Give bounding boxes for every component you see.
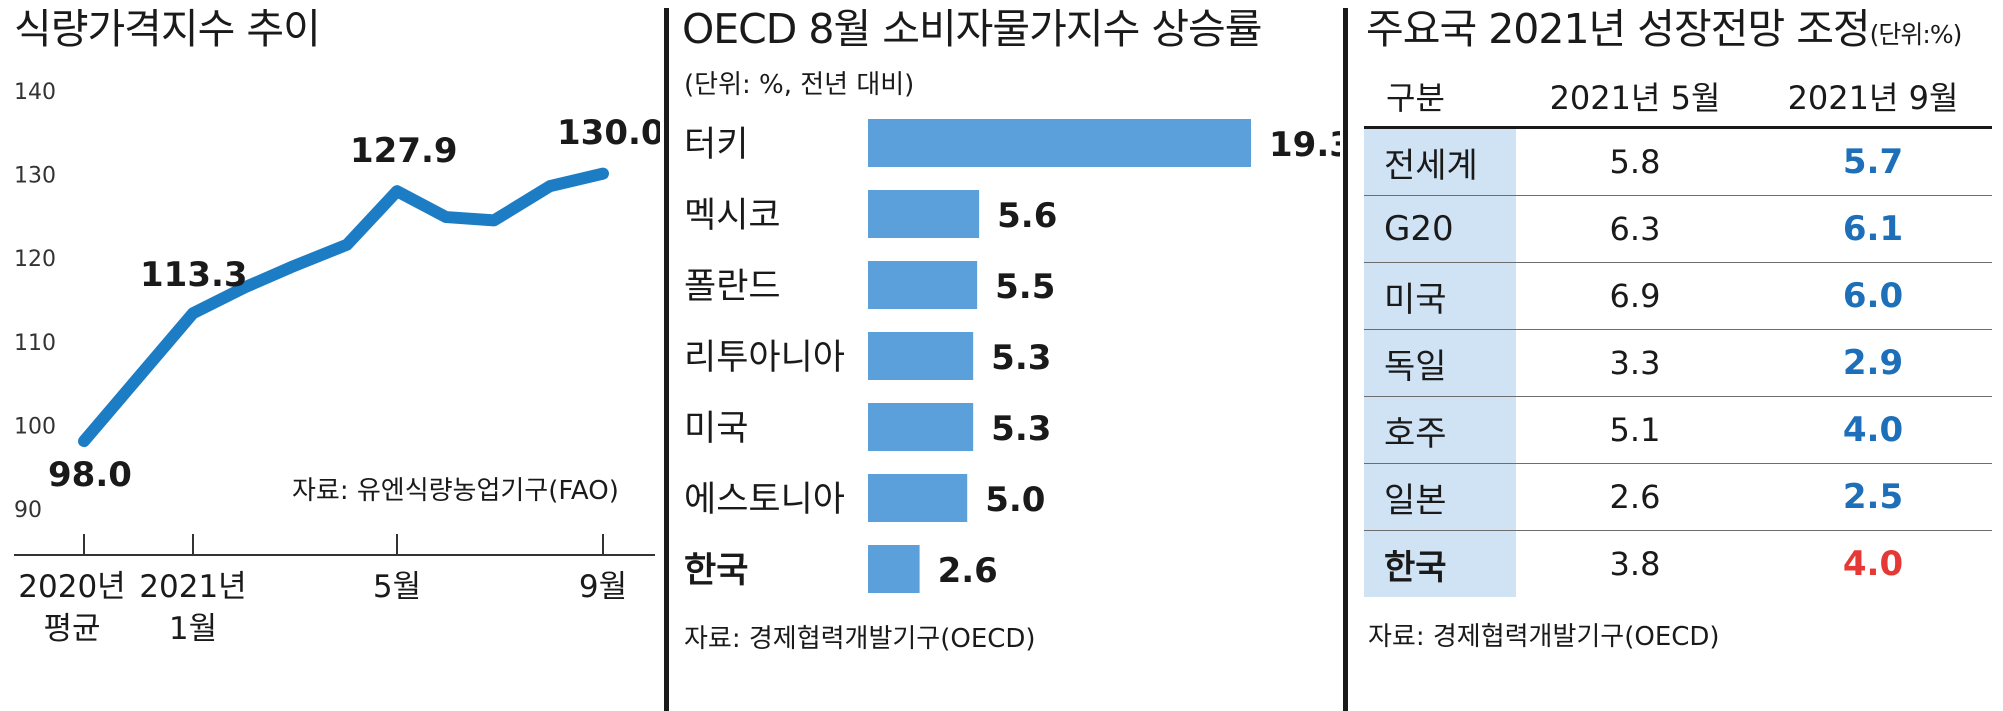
- sep-value: 4.0: [1754, 396, 1992, 464]
- sep-value: 2.9: [1754, 329, 1992, 397]
- row-label: 전세계: [1364, 127, 1516, 196]
- food-price-source: 자료: 유엔식량농업기구(FAO): [292, 476, 619, 506]
- cpi-unit: (단위: %, 전년 대비): [684, 70, 915, 100]
- may-value: 6.9: [1516, 262, 1754, 330]
- bar-value-label: 5.6: [997, 196, 1057, 236]
- sep-value: 6.0: [1754, 262, 1992, 330]
- bar-value-label: 19.3: [1269, 125, 1340, 165]
- bar: [868, 119, 1251, 167]
- bar: [868, 545, 920, 593]
- sep-value: 2.5: [1754, 463, 1992, 531]
- sep-value: 6.1: [1754, 195, 1992, 263]
- header-sep: 2021년 9월: [1787, 79, 1959, 117]
- table-row: 독일 3.3 2.9: [1364, 329, 1992, 397]
- cpi-source: 자료: 경제협력개발기구(OECD): [684, 624, 1036, 654]
- table-row: 일본 2.6 2.5: [1364, 463, 1992, 531]
- food-price-title: 식량가격지수 추이: [14, 5, 321, 53]
- food-price-panel: 식량가격지수 추이 90 100 110 120 130 140 98.0 113.3 127.…: [0, 0, 660, 711]
- may-value: 2.6: [1516, 463, 1754, 531]
- y-tick-label: 140: [14, 80, 56, 105]
- cpi-bar-chart: 터키 19.3 멕시코 5.6 폴란드 5.5 리투아니아 5.3 미국 5.3 에스토니아 5.0 한…: [684, 119, 1340, 593]
- row-label: 일본: [1364, 463, 1516, 531]
- row-label: 호주: [1364, 396, 1516, 464]
- row-label: 미국: [1364, 262, 1516, 330]
- data-point: [600, 170, 606, 177]
- row-label: 독일: [1364, 329, 1516, 397]
- data-point: [81, 438, 87, 445]
- x-tick-label: 9월: [579, 569, 627, 605]
- data-label: 127.9: [350, 131, 458, 171]
- growth-title-unit: (단위:%): [1869, 20, 1963, 49]
- data-label: 98.0: [48, 455, 132, 495]
- data-point: [242, 284, 248, 291]
- may-value: 6.3: [1516, 195, 1754, 263]
- bar-category-label: 리투아니아: [684, 338, 845, 378]
- data-point: [443, 214, 449, 221]
- x-tick-label: 5월: [373, 569, 421, 605]
- bar-category-label: 터키: [684, 125, 748, 165]
- may-value: 3.8: [1609, 545, 1661, 583]
- food-price-series-line: [78, 167, 609, 448]
- growth-table: 구분 2021년 5월 2021년 9월 전세계 5.8 5.7 G20 6.3 6.1 미…: [1364, 66, 1992, 597]
- growth-panel: 주요국 2021년 성장전망 조정(단위:%) 구분 2021년 5월 2021…: [1352, 0, 2003, 711]
- data-label: 113.3: [140, 255, 248, 295]
- bar: [868, 474, 968, 522]
- data-point: [547, 183, 553, 190]
- growth-title: 주요국 2021년 성장전망 조정(단위:%): [1366, 4, 1963, 60]
- bar-category-label: 폴란드: [684, 267, 781, 307]
- y-tick-label: 100: [14, 414, 56, 439]
- growth-table-header: 구분 2021년 5월 2021년 9월: [1364, 66, 1992, 128]
- table-row: 한국 3.8 4.0: [1364, 530, 1992, 597]
- row-label: G20: [1364, 195, 1516, 263]
- panel-divider-1: [664, 8, 669, 711]
- x-tick-label: 2020년: [18, 569, 125, 605]
- x-tick-label: 2021년: [139, 569, 246, 605]
- cpi-title: OECD 8월 소비자물가지수 상승률: [682, 5, 1262, 53]
- data-point: [394, 188, 400, 195]
- data-label: 130.0: [557, 113, 660, 153]
- bar-value-label: 2.6: [938, 551, 998, 591]
- data-point: [491, 217, 497, 224]
- food-price-line-chart: 90 100 110 120 130 140 98.0 113.3 127.9 130.0 2020…: [14, 80, 660, 647]
- y-tick-label: 90: [14, 498, 42, 523]
- bar: [868, 332, 974, 380]
- may-value: 5.8: [1516, 127, 1754, 196]
- bar-category-label: 멕시코: [684, 196, 781, 236]
- bar-category-label: 에스토니아: [684, 480, 845, 520]
- bar-value-label: 5.3: [991, 409, 1051, 449]
- row-label: 한국: [1364, 530, 1516, 597]
- data-point: [288, 264, 294, 271]
- growth-source: 자료: 경제협력개발기구(OECD): [1368, 622, 1720, 652]
- x-tick-label: 1월: [169, 611, 217, 647]
- y-tick-label: 110: [14, 331, 56, 356]
- bar-value-label: 5.3: [991, 338, 1051, 378]
- y-tick-label: 120: [14, 247, 56, 272]
- y-tick-label: 130: [14, 164, 56, 189]
- sep-value: 5.7: [1754, 127, 1992, 196]
- bar-category-label: 한국: [684, 551, 748, 591]
- table-row: G20 6.3 6.1: [1364, 195, 1992, 263]
- bar-value-label: 5.5: [995, 267, 1055, 307]
- header-label: 구분: [1386, 79, 1445, 117]
- panel-divider-2: [1343, 8, 1348, 711]
- x-tick-label: 평균: [43, 611, 100, 647]
- table-row: 전세계 5.8 5.7: [1364, 127, 1992, 196]
- cpi-panel: OECD 8월 소비자물가지수 상승률 (단위: %, 전년 대비) 터키 19.…: [668, 0, 1340, 711]
- may-value: 3.3: [1516, 329, 1754, 397]
- header-may: 2021년 5월: [1549, 79, 1721, 117]
- bar: [868, 403, 974, 451]
- table-row: 호주 5.1 4.0: [1364, 396, 1992, 464]
- data-point: [344, 241, 350, 248]
- bar: [868, 261, 978, 309]
- sep-value: 4.0: [1842, 544, 1904, 584]
- may-value: 5.1: [1516, 396, 1754, 464]
- bar-value-label: 5.0: [985, 480, 1045, 520]
- bar: [868, 190, 980, 238]
- table-row: 미국 6.9 6.0: [1364, 262, 1992, 330]
- data-point: [190, 310, 196, 317]
- bar-category-label: 미국: [684, 409, 748, 449]
- growth-title-text: 주요국 2021년 성장전망 조정: [1366, 5, 1871, 53]
